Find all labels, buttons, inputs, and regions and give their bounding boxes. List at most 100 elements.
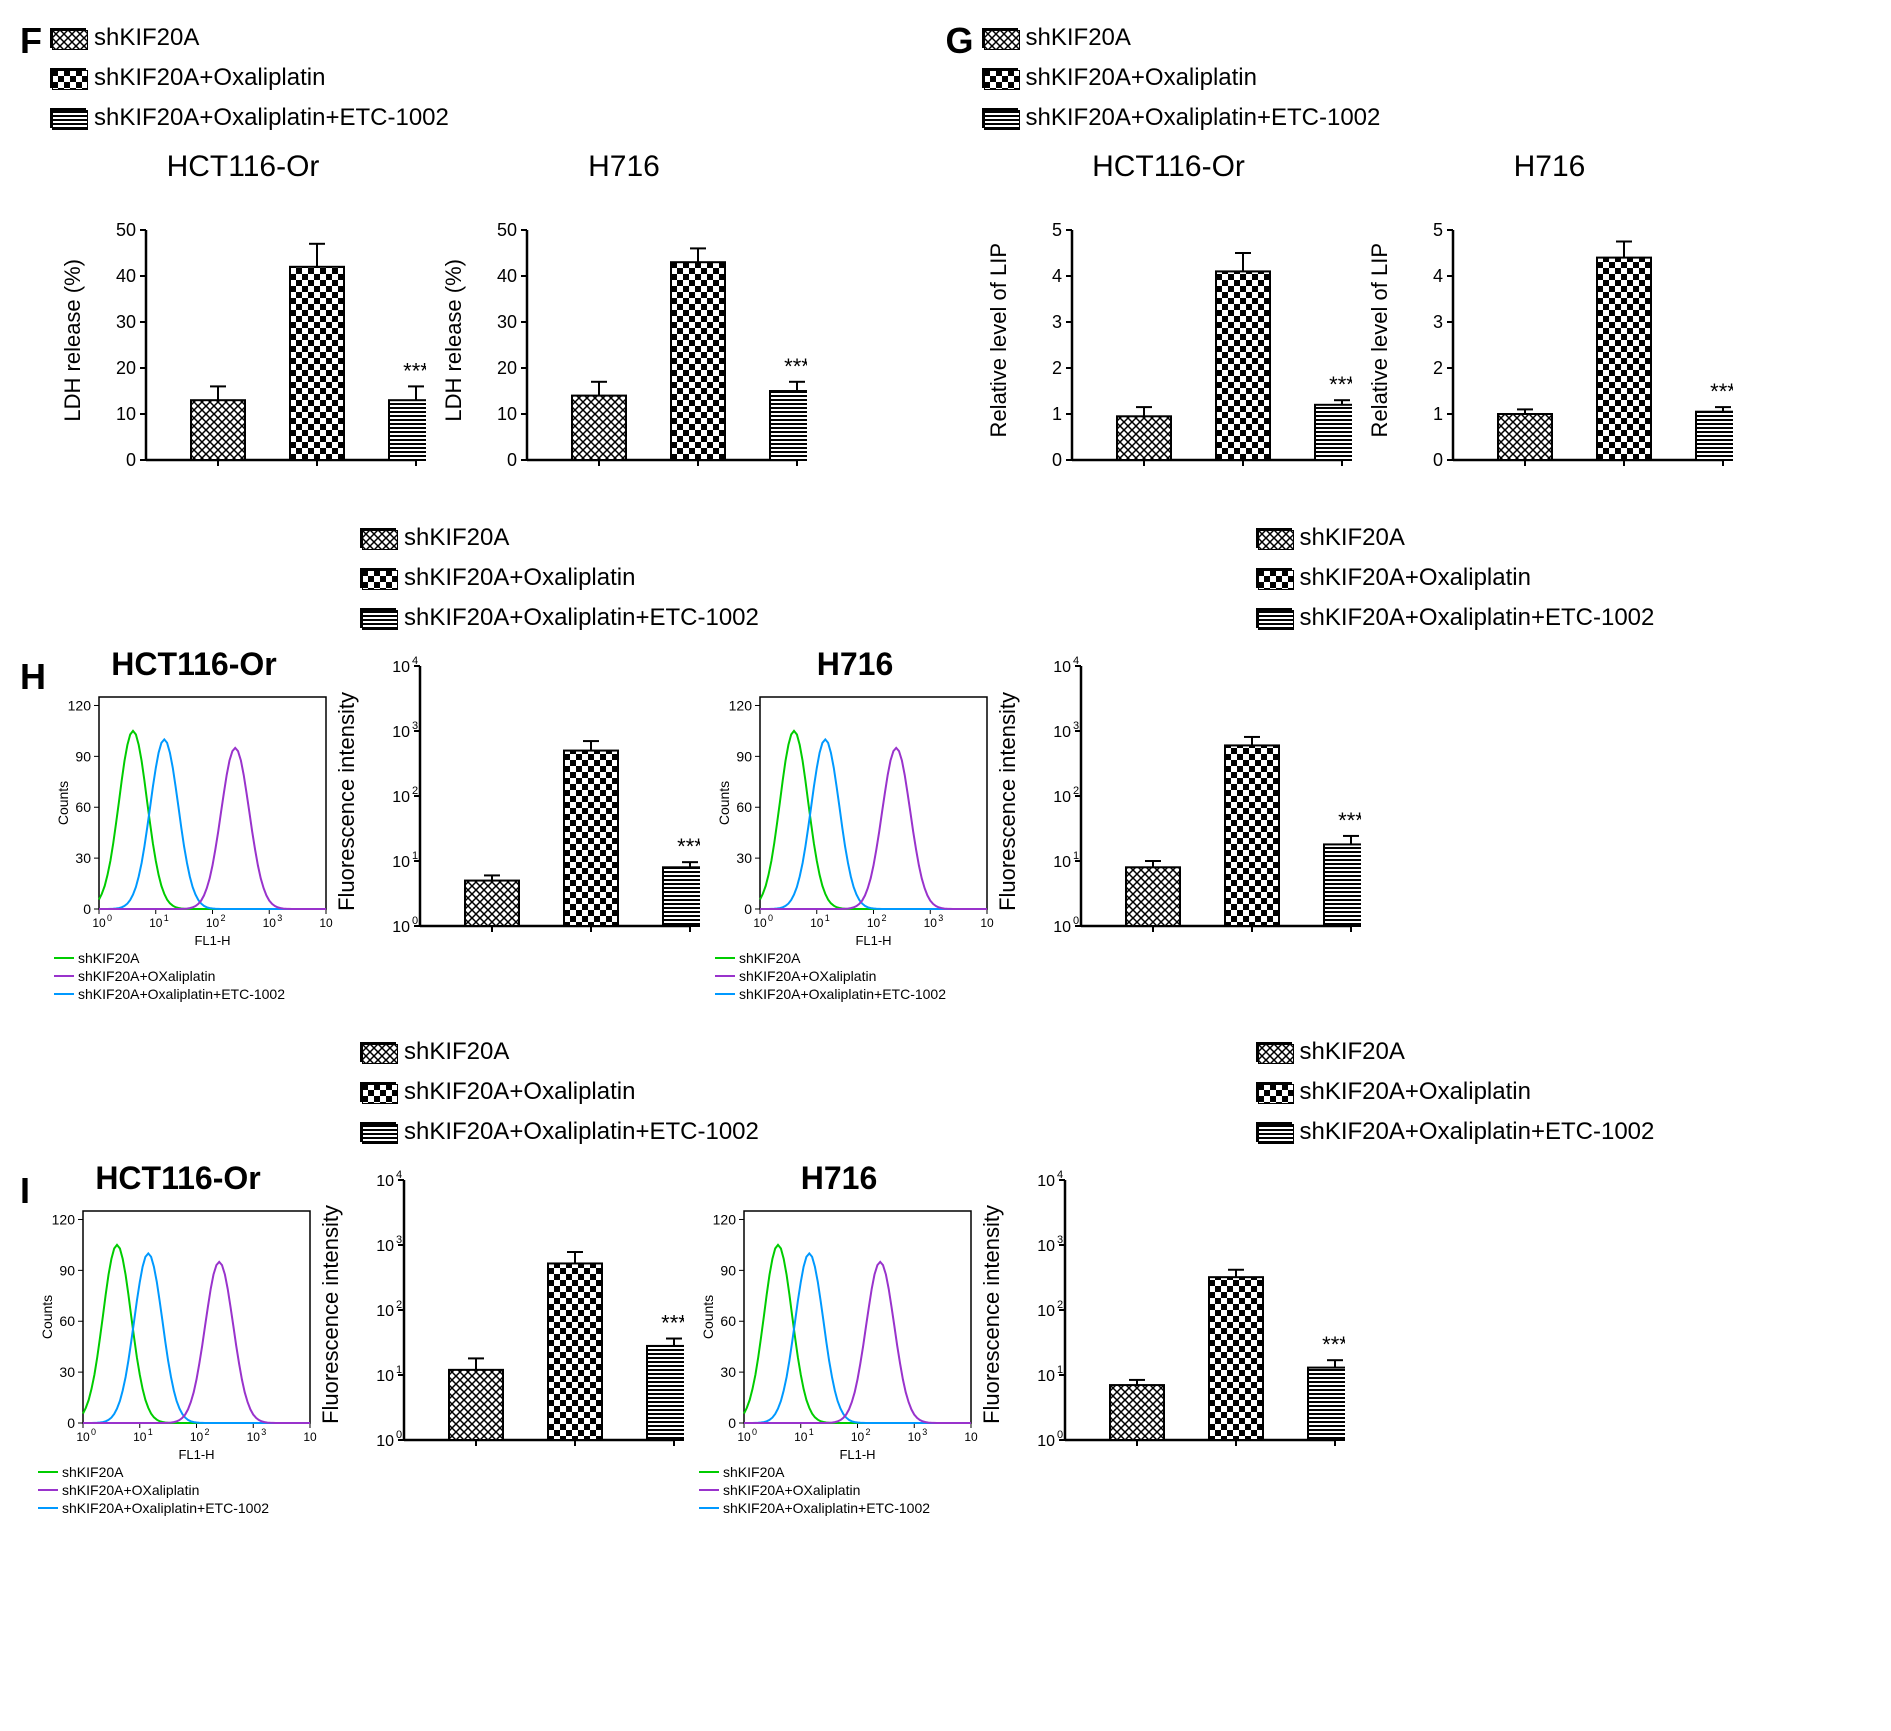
svg-text:3: 3: [277, 913, 282, 923]
svg-text:10: 10: [376, 1368, 394, 1385]
svg-text:10: 10: [376, 1173, 394, 1190]
legend-item: shKIF20A+Oxaliplatin: [360, 1074, 976, 1110]
svg-text:2: 2: [866, 1427, 871, 1437]
legend-item: shKIF20A: [1256, 1034, 1872, 1070]
svg-text:1: 1: [1432, 404, 1442, 424]
svg-text:30: 30: [736, 850, 752, 866]
chart-i2: Fluorescence intensity100101102103104***: [979, 1160, 1345, 1470]
chart-g1: HCT116-OrRelative level of LIP012345***: [986, 150, 1352, 490]
legend-item: shKIF20A+Oxaliplatin: [1256, 560, 1872, 596]
legend-text: shKIF20A+Oxaliplatin+ETC-1002: [1300, 600, 1655, 636]
svg-text:10: 10: [376, 1238, 394, 1255]
svg-text:30: 30: [59, 1364, 75, 1380]
svg-text:1: 1: [148, 1427, 153, 1437]
svg-text:10: 10: [1037, 1173, 1055, 1190]
panel-h-legend-right: shKIF20A shKIF20A+Oxaliplatin shKIF20A+O…: [1256, 520, 1872, 636]
svg-text:0: 0: [1073, 915, 1079, 927]
legend-text: shKIF20A+Oxaliplatin: [404, 1074, 635, 1110]
svg-text:90: 90: [59, 1262, 75, 1278]
legend-text: shKIF20A+Oxaliplatin: [404, 560, 635, 596]
svg-text:10: 10: [392, 789, 410, 806]
svg-text:120: 120: [52, 1211, 76, 1227]
panel-h-legend-left: shKIF20A shKIF20A+Oxaliplatin shKIF20A+O…: [360, 520, 976, 636]
svg-text:10: 10: [867, 916, 881, 930]
svg-text:10: 10: [376, 1303, 394, 1320]
svg-text:1: 1: [164, 913, 169, 923]
panel-g-charts: HCT116-OrRelative level of LIP012345*** …: [986, 150, 1872, 490]
row-fg: F shKIF20A shKIF20A+Oxaliplatin shKIF20A…: [20, 20, 1871, 490]
svg-text:1: 1: [1051, 404, 1061, 424]
svg-text:30: 30: [497, 312, 517, 332]
legend-item: shKIF20A+Oxaliplatin: [50, 60, 449, 96]
svg-text:10: 10: [319, 916, 333, 930]
svg-text:10: 10: [392, 724, 410, 741]
svg-text:3: 3: [1057, 1234, 1063, 1246]
svg-text:***: ***: [1710, 379, 1733, 404]
legend-text: shKIF20A+Oxaliplatin: [1300, 1074, 1531, 1110]
svg-text:2: 2: [412, 785, 418, 797]
panel-f: F shKIF20A shKIF20A+Oxaliplatin shKIF20A…: [20, 20, 946, 490]
legend-item: shKIF20A+Oxaliplatin: [1256, 1074, 1872, 1110]
svg-text:10: 10: [964, 1430, 978, 1444]
svg-text:40: 40: [497, 266, 517, 286]
svg-text:10: 10: [376, 1433, 394, 1450]
svg-text:1: 1: [412, 850, 418, 862]
panel-g-legend: shKIF20A shKIF20A+Oxaliplatin shKIF20A+O…: [982, 20, 1381, 140]
svg-text:***: ***: [677, 834, 700, 859]
svg-text:3: 3: [1432, 312, 1442, 332]
legend-text: shKIF20A: [1300, 520, 1405, 556]
flow-h1-wrap: HCT116-Or0306090120100101102103104FL1-HC…: [54, 646, 334, 1004]
legend-text: shKIF20A+Oxaliplatin+ETC-1002: [94, 100, 449, 136]
svg-text:10: 10: [1053, 724, 1071, 741]
svg-text:10: 10: [149, 916, 163, 930]
svg-text:0: 0: [744, 901, 752, 917]
svg-text:60: 60: [736, 799, 752, 815]
svg-text:10: 10: [908, 1430, 922, 1444]
svg-text:30: 30: [116, 312, 136, 332]
legend-item: shKIF20A+Oxaliplatin: [982, 60, 1381, 96]
svg-text:***: ***: [1338, 808, 1361, 833]
svg-text:***: ***: [661, 1310, 684, 1335]
svg-text:0: 0: [1432, 450, 1442, 470]
chart-i1: Fluorescence intensity100101102103104***: [318, 1160, 684, 1470]
svg-text:10: 10: [810, 916, 824, 930]
svg-text:120: 120: [713, 1211, 737, 1227]
svg-text:2: 2: [396, 1299, 402, 1311]
svg-text:60: 60: [59, 1313, 75, 1329]
svg-text:0: 0: [752, 1427, 757, 1437]
svg-text:3: 3: [1051, 312, 1061, 332]
svg-text:30: 30: [720, 1364, 736, 1380]
svg-text:1: 1: [1073, 850, 1079, 862]
svg-text:10: 10: [794, 1430, 808, 1444]
legend-text: shKIF20A+Oxaliplatin+ETC-1002: [1026, 100, 1381, 136]
svg-text:5: 5: [1051, 220, 1061, 240]
svg-text:4: 4: [396, 1169, 402, 1181]
svg-text:2: 2: [1073, 785, 1079, 797]
chart-g2: H716Relative level of LIP012345***: [1367, 150, 1733, 490]
svg-text:20: 20: [497, 358, 517, 378]
svg-text:10: 10: [1053, 854, 1071, 871]
svg-text:10: 10: [76, 1430, 90, 1444]
svg-text:10: 10: [392, 659, 410, 676]
svg-text:0: 0: [67, 1415, 75, 1431]
panel-i-legend-left: shKIF20A shKIF20A+Oxaliplatin shKIF20A+O…: [360, 1034, 976, 1150]
svg-text:FL1-H: FL1-H: [178, 1447, 214, 1462]
flow-h2-wrap: H7160306090120100101102103104FL1-HCounts…: [715, 646, 995, 1004]
svg-text:10: 10: [1037, 1303, 1055, 1320]
svg-text:50: 50: [497, 220, 517, 240]
svg-text:10: 10: [1053, 789, 1071, 806]
svg-text:10: 10: [133, 1430, 147, 1444]
svg-text:Counts: Counts: [39, 1294, 55, 1338]
svg-text:10: 10: [1037, 1368, 1055, 1385]
svg-text:40: 40: [116, 266, 136, 286]
svg-text:20: 20: [116, 358, 136, 378]
svg-text:FL1-H: FL1-H: [839, 1447, 875, 1462]
svg-text:1: 1: [809, 1427, 814, 1437]
flow-i1-wrap: HCT116-Or0306090120100101102103104FL1-HC…: [38, 1160, 318, 1518]
svg-text:10: 10: [92, 916, 106, 930]
svg-text:FL1-H: FL1-H: [855, 933, 891, 948]
svg-text:0: 0: [412, 915, 418, 927]
legend-text: shKIF20A+Oxaliplatin+ETC-1002: [404, 1114, 759, 1150]
svg-text:2: 2: [1432, 358, 1442, 378]
legend-text: shKIF20A+Oxaliplatin: [94, 60, 325, 96]
